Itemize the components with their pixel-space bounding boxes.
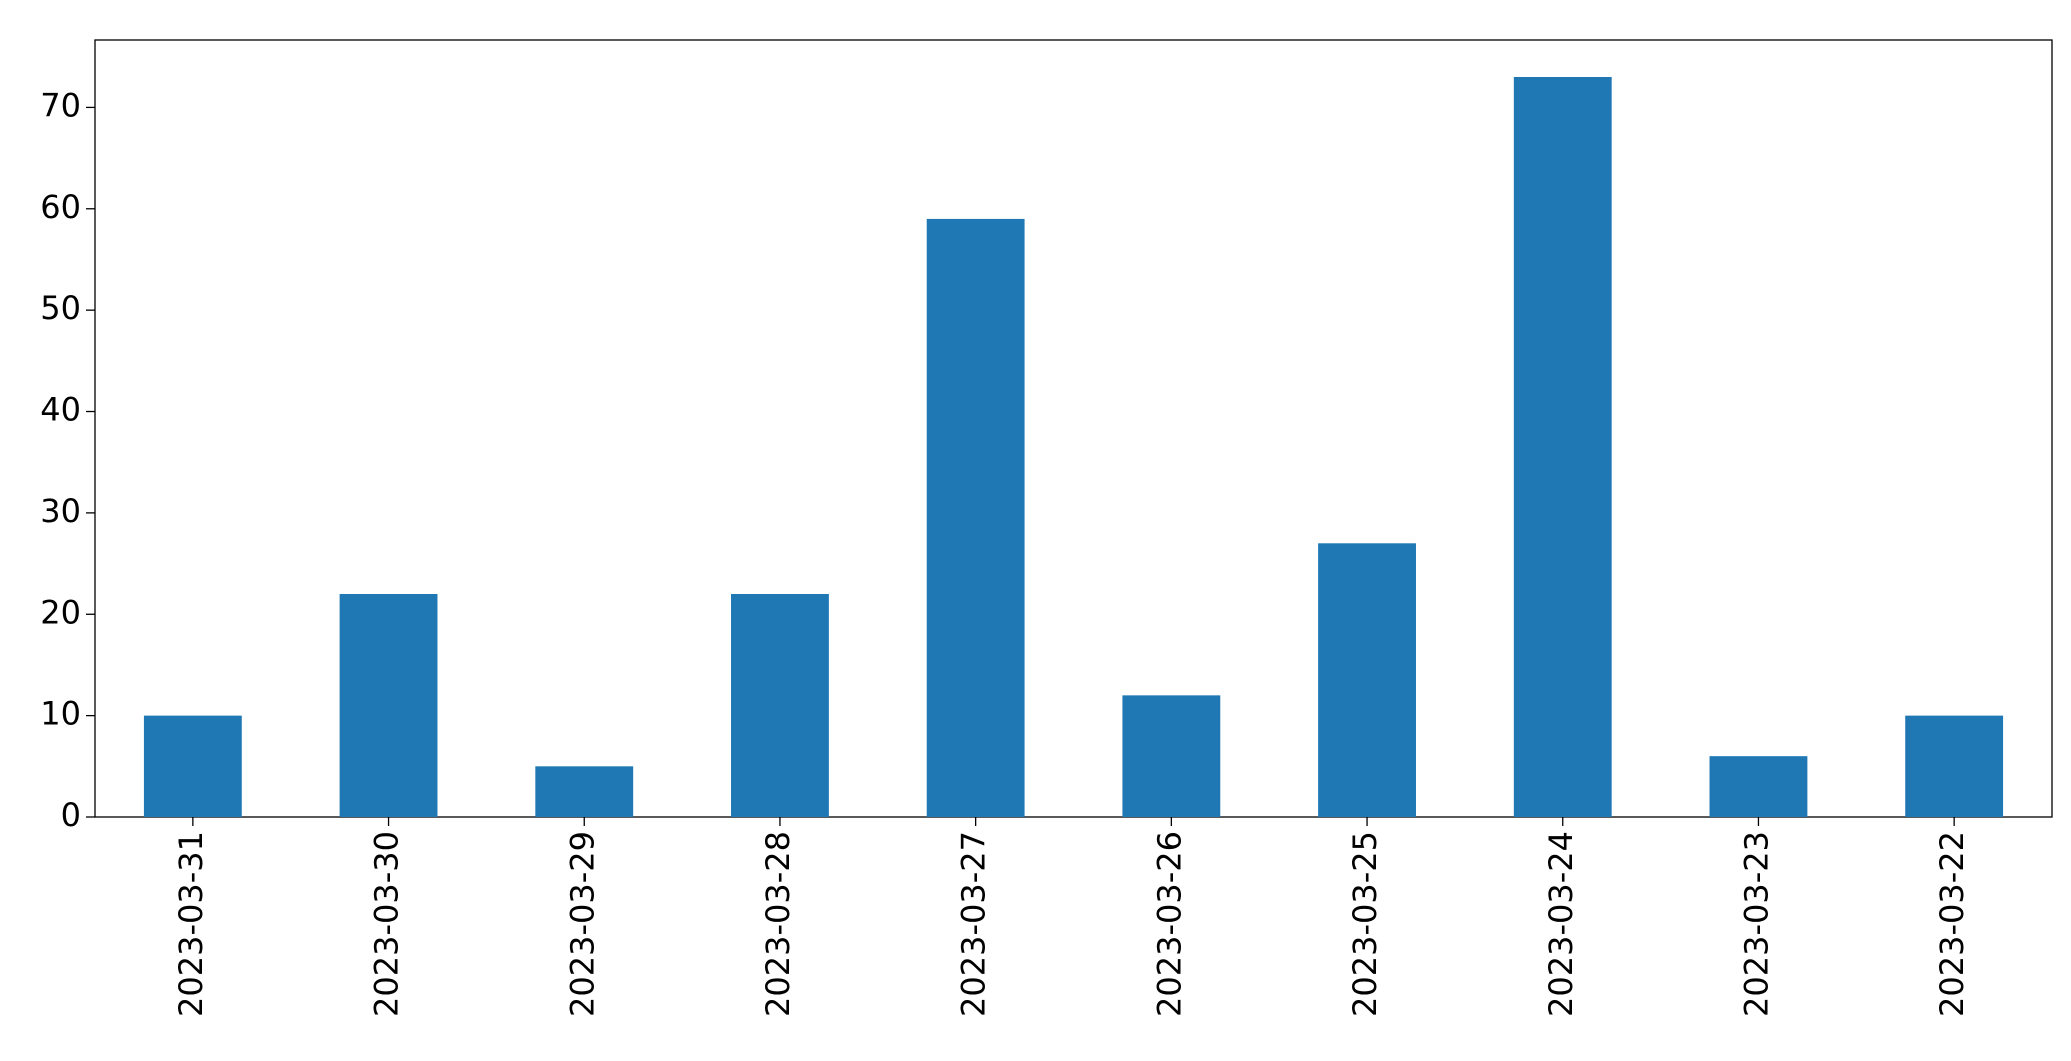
y-tick-label: 50 [40, 289, 81, 327]
y-tick-label: 0 [61, 796, 81, 834]
x-tick-label: 2023-03-29 [563, 831, 601, 1017]
y-tick-label: 70 [40, 86, 81, 124]
bar [1709, 756, 1808, 817]
bar [926, 218, 1025, 818]
bar [535, 766, 634, 817]
axes-frame [94, 39, 2053, 818]
x-tick-label: 2023-03-25 [1346, 831, 1384, 1017]
x-tick-label: 2023-03-27 [955, 831, 993, 1017]
x-tick-label: 2023-03-28 [759, 831, 797, 1017]
bar [339, 593, 438, 817]
bar [143, 715, 242, 817]
bar [1513, 77, 1612, 817]
x-tick-label: 2023-03-24 [1542, 831, 1580, 1017]
x-tick-label: 2023-03-30 [368, 831, 406, 1017]
y-tick-label: 10 [40, 695, 81, 733]
bar [1318, 543, 1416, 817]
bar [731, 593, 829, 817]
y-tick-label: 20 [40, 593, 81, 631]
x-tick-label: 2023-03-26 [1150, 831, 1188, 1017]
x-tick-label: 2023-03-31 [172, 831, 210, 1017]
x-tick-label: 2023-03-23 [1737, 831, 1775, 1017]
bar [1122, 695, 1221, 817]
x-tick-label: 2023-03-22 [1933, 831, 1971, 1017]
bar [1905, 715, 2004, 817]
y-tick-label: 40 [40, 391, 81, 429]
y-tick-label: 30 [40, 492, 81, 530]
y-tick-label: 60 [40, 188, 81, 226]
